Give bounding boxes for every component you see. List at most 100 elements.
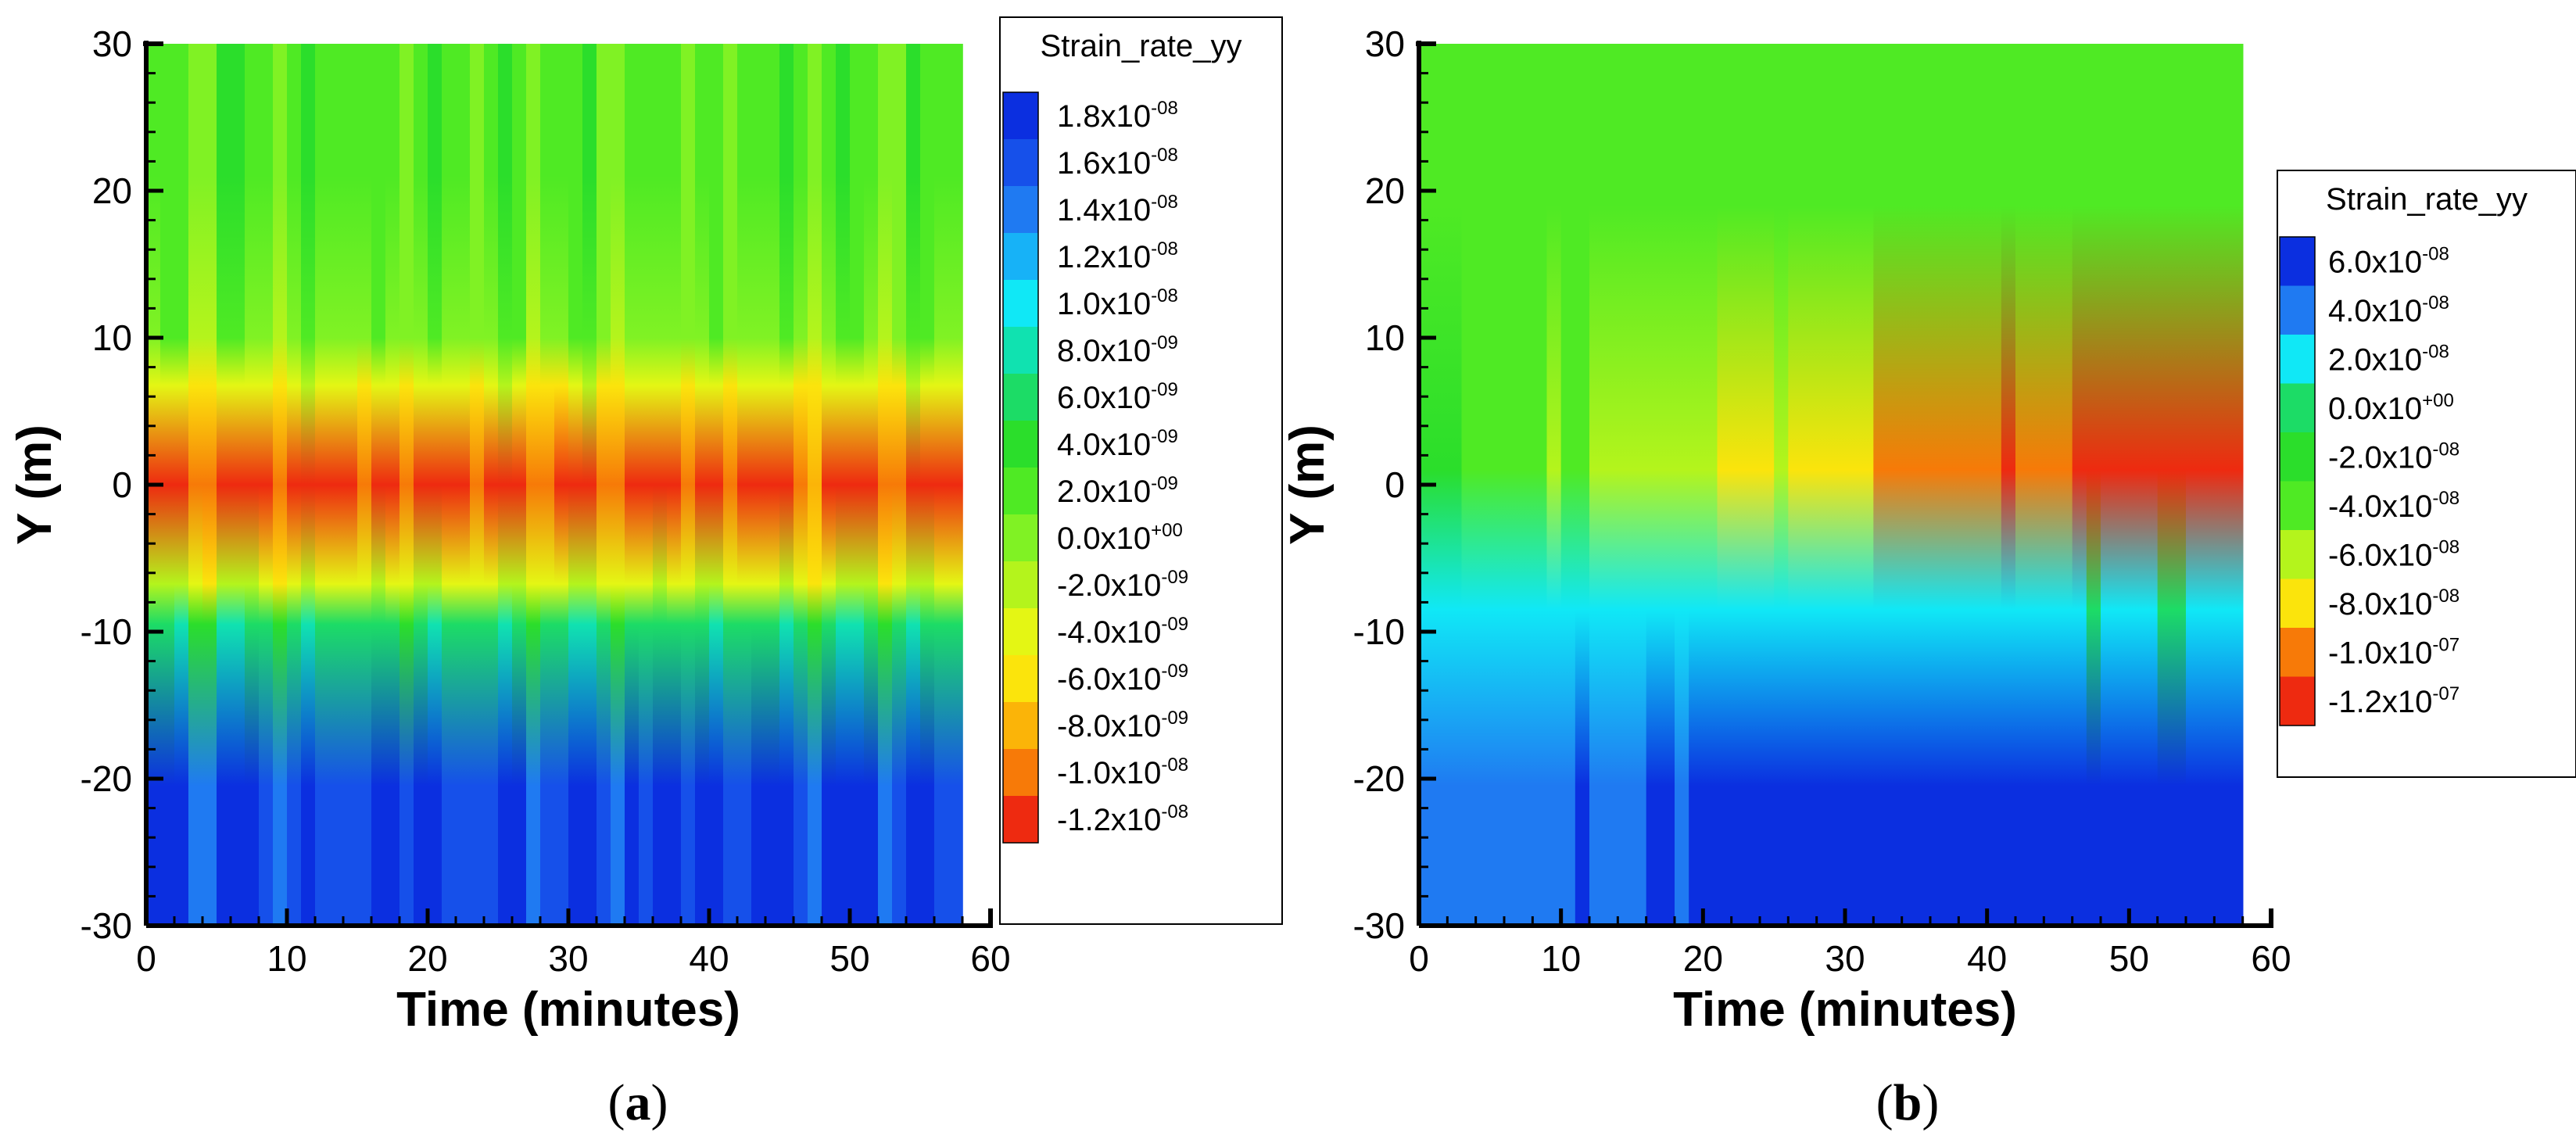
y-axis-title: Y (m) xyxy=(8,425,62,545)
heatmap-column xyxy=(1603,44,1619,926)
heatmap-column xyxy=(2030,44,2045,926)
y-tick-label: -30 xyxy=(1353,905,1405,946)
heatmap-column xyxy=(1774,44,1790,926)
x-tick-label: 0 xyxy=(1409,938,1429,979)
heatmap-column xyxy=(2186,44,2201,926)
colorbar-swatch xyxy=(1003,749,1038,797)
colorbar-label: 1.8x10-08 xyxy=(1057,98,1178,134)
colorbar-label: 2.0x10-09 xyxy=(1057,473,1178,509)
legend-box xyxy=(999,16,1283,925)
colorbar-label: 6.0x10-08 xyxy=(2328,243,2449,279)
x-tick-label: 60 xyxy=(2251,938,2291,979)
colorbar-label: 2.0x10-08 xyxy=(2328,341,2449,377)
y-tick-label: -10 xyxy=(81,611,132,652)
y-tick-label: 30 xyxy=(1365,23,1405,64)
heatmap-column xyxy=(1504,44,1519,926)
heatmap-column xyxy=(1675,44,1689,926)
heatmap-column xyxy=(2101,44,2116,926)
colorbar-swatch xyxy=(2280,481,2315,531)
heatmap-column xyxy=(1646,44,1661,926)
colorbar-swatch xyxy=(1003,233,1038,281)
heatmap-column xyxy=(1873,44,1889,926)
colorbar-label: -8.0x10-09 xyxy=(1057,708,1188,743)
heatmap-column xyxy=(484,44,499,926)
colorbar-label: -8.0x10-08 xyxy=(2328,586,2460,622)
heatmap-column xyxy=(920,44,935,926)
colorbar-label: 1.2x10-08 xyxy=(1057,238,1178,274)
heatmap-column xyxy=(217,44,231,926)
x-tick-label: 60 xyxy=(970,938,1010,979)
heatmap-column xyxy=(1944,44,1960,926)
y-tick-label: 0 xyxy=(1385,464,1405,505)
x-tick-label: 50 xyxy=(829,938,869,979)
heatmap-column xyxy=(667,44,682,926)
colorbar-label: 1.4x10-08 xyxy=(1057,192,1178,228)
colorbar-swatch xyxy=(2280,579,2315,629)
heatmap-field xyxy=(1419,44,2244,926)
colorbar-swatch xyxy=(1003,561,1038,609)
y-tick-label: 30 xyxy=(92,23,132,64)
heatmap-column xyxy=(1660,44,1675,926)
heatmap-column xyxy=(794,44,808,926)
heatmap-column xyxy=(1731,44,1747,926)
heatmap-column xyxy=(611,44,625,926)
heatmap-column xyxy=(1816,44,1832,926)
heatmap-column xyxy=(301,44,316,926)
heatmap-column xyxy=(2086,44,2101,926)
heatmap-column xyxy=(864,44,879,926)
heatmap-column xyxy=(2171,44,2187,926)
colorbar-label: 0.0x10+00 xyxy=(2328,390,2454,426)
heatmap-column xyxy=(1703,44,1718,926)
y-tick-label: 10 xyxy=(92,317,132,358)
heatmap-column xyxy=(2115,44,2130,926)
colorbar-label: 8.0x10-09 xyxy=(1057,332,1178,368)
heatmap-column xyxy=(498,44,513,926)
heatmap-column xyxy=(1546,44,1562,926)
heatmap-column xyxy=(428,44,442,926)
colorbar-label: -1.2x10-07 xyxy=(2328,683,2460,719)
heatmap-column xyxy=(639,44,654,926)
colorbar-label: -2.0x10-09 xyxy=(1057,567,1188,603)
heatmap-column xyxy=(1447,44,1463,926)
heatmap-column xyxy=(1532,44,1548,926)
y-tick-label: -20 xyxy=(1353,758,1405,799)
heatmap-column xyxy=(1489,44,1505,926)
heatmap-column xyxy=(653,44,668,926)
heatmap-column xyxy=(1689,44,1704,926)
colorbar-swatch xyxy=(1003,655,1038,703)
x-axis-title: Time (minutes) xyxy=(1673,983,2017,1037)
heatmap-column xyxy=(442,44,457,926)
colorbar-label: 4.0x10-09 xyxy=(1057,426,1178,462)
heatmap-column xyxy=(1830,44,1846,926)
x-tick-label: 30 xyxy=(1825,938,1865,979)
heatmap-column xyxy=(329,44,344,926)
x-tick-label: 20 xyxy=(1683,938,1723,979)
colorbar-swatch xyxy=(1003,280,1038,328)
panel-label: (a) xyxy=(608,1074,668,1131)
x-tick-label: 40 xyxy=(689,938,729,979)
heatmap-column xyxy=(1589,44,1604,926)
heatmap-column xyxy=(765,44,780,926)
colorbar-label: -4.0x10-09 xyxy=(1057,614,1188,650)
heatmap-column xyxy=(526,44,541,926)
colorbar-label: -4.0x10-08 xyxy=(2328,488,2460,524)
heatmap-column xyxy=(906,44,921,926)
colorbar-swatch xyxy=(2280,383,2315,433)
colorbar-label: 6.0x10-09 xyxy=(1057,379,1178,415)
heatmap-column xyxy=(2228,44,2244,926)
heatmap-column xyxy=(737,44,752,926)
heatmap-column xyxy=(836,44,851,926)
colorbar-frame xyxy=(1002,91,1039,844)
colorbar-swatch xyxy=(1003,374,1038,421)
colorbar-frame xyxy=(2279,236,2316,726)
heatmap-column xyxy=(188,44,203,926)
heatmap-column xyxy=(2143,44,2159,926)
heatmap-column xyxy=(1788,44,1804,926)
heatmap-column xyxy=(2157,44,2173,926)
colorbar-swatch xyxy=(1003,139,1038,187)
colorbar-swatch xyxy=(1003,514,1038,562)
colorbar-swatch xyxy=(1003,92,1038,140)
heatmap-column xyxy=(1972,44,1988,926)
